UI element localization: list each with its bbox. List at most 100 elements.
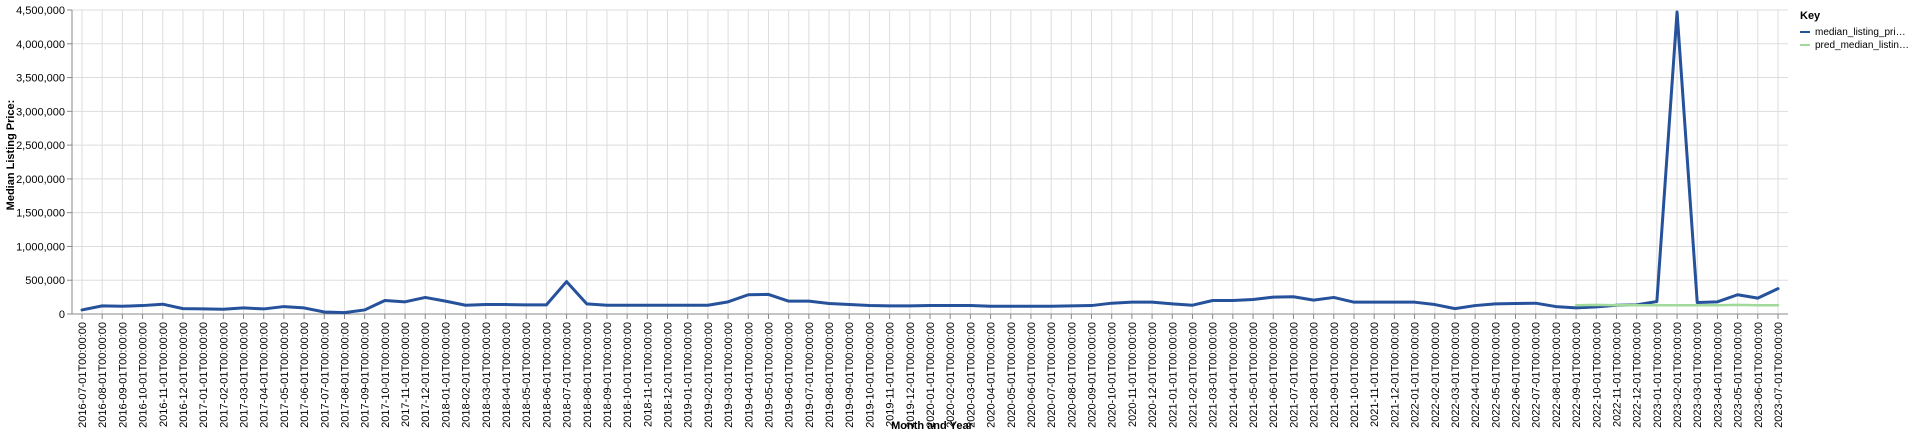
x-tick-label: 2022-06-01T00:00:00 (1511, 322, 1523, 428)
x-tick-label: 2017-09-01T00:00:00 (360, 322, 372, 428)
x-tick-label: 2022-04-01T00:00:00 (1470, 322, 1482, 428)
x-tick-label: 2020-10-01T00:00:00 (1107, 322, 1119, 428)
x-tick-label: 2023-02-01T00:00:00 (1672, 322, 1684, 428)
x-tick-label: 2019-06-01T00:00:00 (784, 322, 796, 428)
axes: 0 500,000 1,000,000 1,500,000 2,000,000 2,500… (16, 5, 1788, 428)
x-tick-label: 2020-12-01T00:00:00 (1147, 322, 1159, 428)
x-tick-label: 2019-10-01T00:00:00 (864, 322, 876, 428)
x-tick-label: 2020-11-01T00:00:00 (1127, 322, 1139, 427)
x-tick-label: 2018-03-01T00:00:00 (481, 322, 493, 428)
x-tick-label: 2021-09-01T00:00:00 (1329, 322, 1341, 428)
x-tick-label: 2020-04-01T00:00:00 (986, 322, 998, 428)
x-tick-label: 2022-02-01T00:00:00 (1430, 322, 1442, 428)
x-tick-label: 2018-06-01T00:00:00 (541, 322, 553, 428)
x-tick-label: 2019-11-01T00:00:00 (885, 322, 897, 427)
x-tick-label: 2023-04-01T00:00:00 (1712, 322, 1724, 428)
y-tick-label: 0 (59, 309, 65, 321)
x-tick-label: 2020-08-01T00:00:00 (1066, 322, 1078, 428)
x-tick-label: 2019-02-01T00:00:00 (703, 322, 715, 428)
x-tick-label: 2022-03-01T00:00:00 (1450, 322, 1462, 428)
x-tick-label: 2017-02-01T00:00:00 (218, 322, 230, 428)
x-tick-label: 2020-02-01T00:00:00 (945, 322, 957, 428)
x-tick-label: 2017-03-01T00:00:00 (239, 322, 251, 428)
x-tick-label: 2021-08-01T00:00:00 (1309, 322, 1321, 428)
x-tick-label: 2021-02-01T00:00:00 (1187, 322, 1199, 428)
x-tick-label: 2023-01-01T00:00:00 (1652, 322, 1664, 428)
x-tick-label: 2019-04-01T00:00:00 (743, 322, 755, 428)
x-tick-label: 2021-01-01T00:00:00 (1167, 322, 1179, 428)
y-tick-label: 2,000,000 (16, 174, 65, 186)
x-tick-label: 2016-11-01T00:00:00 (158, 322, 170, 427)
x-tick-label: 2019-07-01T00:00:00 (804, 322, 816, 428)
x-tick-label: 2016-07-01T00:00:00 (77, 322, 89, 428)
x-tick-label: 2020-09-01T00:00:00 (1087, 322, 1099, 428)
x-tick-label: 2018-05-01T00:00:00 (521, 322, 533, 428)
x-tick-label: 2018-10-01T00:00:00 (622, 322, 634, 428)
x-tick-label: 2021-05-01T00:00:00 (1248, 322, 1260, 428)
gridlines (72, 10, 1788, 314)
x-tick-label: 2021-12-01T00:00:00 (1389, 322, 1401, 428)
x-tick-label: 2023-05-01T00:00:00 (1733, 322, 1745, 428)
x-tick-label: 2021-11-01T00:00:00 (1369, 322, 1381, 427)
x-tick-label: 2016-10-01T00:00:00 (138, 322, 150, 428)
x-tick-label: 2021-06-01T00:00:00 (1268, 322, 1280, 428)
y-tick-label: 2,500,000 (16, 140, 65, 152)
x-tick-label: 2021-03-01T00:00:00 (1208, 322, 1220, 428)
x-tick-label: 2022-08-01T00:00:00 (1551, 322, 1563, 428)
x-tick-label: 2018-07-01T00:00:00 (562, 322, 574, 428)
x-tick-label: 2019-03-01T00:00:00 (723, 322, 735, 428)
x-tick-label: 2019-01-01T00:00:00 (683, 322, 695, 428)
x-tick-label: 2020-01-01T00:00:00 (925, 322, 937, 428)
x-tick-label: 2017-12-01T00:00:00 (420, 322, 432, 428)
legend: Key median_listing_pri… pred_median_list… (1800, 10, 1909, 51)
legend-label-pred: pred_median_listin… (1815, 40, 1909, 51)
x-tick-label: 2017-06-01T00:00:00 (299, 322, 311, 428)
x-tick-label: 2023-06-01T00:00:00 (1753, 322, 1765, 428)
x-tick-label: 2018-12-01T00:00:00 (663, 322, 675, 428)
legend-label-median: median_listing_pri… (1815, 27, 1906, 38)
x-tick-label: 2019-12-01T00:00:00 (905, 322, 917, 428)
x-tick-label: 2022-09-01T00:00:00 (1571, 322, 1583, 428)
y-tick-label: 1,000,000 (16, 241, 65, 253)
x-axis-title: Month and Year (891, 420, 973, 432)
x-tick-label: 2021-04-01T00:00:00 (1228, 322, 1240, 428)
x-tick-label: 2019-08-01T00:00:00 (824, 322, 836, 428)
y-tick-label: 3,000,000 (16, 106, 65, 118)
x-tick-label: 2016-12-01T00:00:00 (178, 322, 190, 428)
y-tick-label: 1,500,000 (16, 208, 65, 220)
x-tick-label: 2018-01-01T00:00:00 (440, 322, 452, 428)
x-tick-label: 2018-04-01T00:00:00 (501, 322, 513, 428)
x-tick-label: 2023-03-01T00:00:00 (1692, 322, 1704, 428)
y-tick-label: 3,500,000 (16, 73, 65, 85)
x-tick-label: 2017-10-01T00:00:00 (380, 322, 392, 428)
x-tick-label: 2020-06-01T00:00:00 (1026, 322, 1038, 428)
x-tick-label: 2017-08-01T00:00:00 (339, 322, 351, 428)
x-tick-label: 2022-12-01T00:00:00 (1632, 322, 1644, 428)
x-tick-label: 2020-07-01T00:00:00 (1046, 322, 1058, 428)
y-tick-label: 4,000,000 (16, 39, 65, 51)
x-tick-label: 2017-11-01T00:00:00 (400, 322, 412, 427)
x-tick-label: 2018-11-01T00:00:00 (642, 322, 654, 427)
x-tick-label: 2023-07-01T00:00:00 (1773, 322, 1785, 428)
x-tick-label: 2022-07-01T00:00:00 (1531, 322, 1543, 428)
x-tick-label: 2020-03-01T00:00:00 (965, 322, 977, 428)
x-tick-label: 2018-02-01T00:00:00 (461, 322, 473, 428)
x-tick-label: 2019-09-01T00:00:00 (844, 322, 856, 428)
x-tick-label: 2021-07-01T00:00:00 (1288, 322, 1300, 428)
legend-title: Key (1800, 10, 1821, 22)
x-tick-label: 2020-05-01T00:00:00 (1006, 322, 1018, 428)
x-tick-label: 2019-05-01T00:00:00 (763, 322, 775, 428)
x-tick-label: 2017-04-01T00:00:00 (259, 322, 271, 428)
x-tick-label: 2018-08-01T00:00:00 (582, 322, 594, 428)
x-tick-label: 2022-10-01T00:00:00 (1591, 322, 1603, 428)
x-tick-label: 2016-09-01T00:00:00 (117, 322, 129, 428)
y-axis-title: Median Listing Price: (5, 100, 17, 211)
y-tick-label: 500,000 (25, 275, 65, 287)
x-tick-label: 2017-01-01T00:00:00 (198, 322, 210, 428)
y-tick-label: 4,500,000 (16, 5, 65, 17)
x-tick-label: 2022-05-01T00:00:00 (1490, 322, 1502, 428)
x-tick-label: 2022-11-01T00:00:00 (1611, 322, 1623, 427)
x-tick-label: 2017-05-01T00:00:00 (279, 322, 291, 428)
